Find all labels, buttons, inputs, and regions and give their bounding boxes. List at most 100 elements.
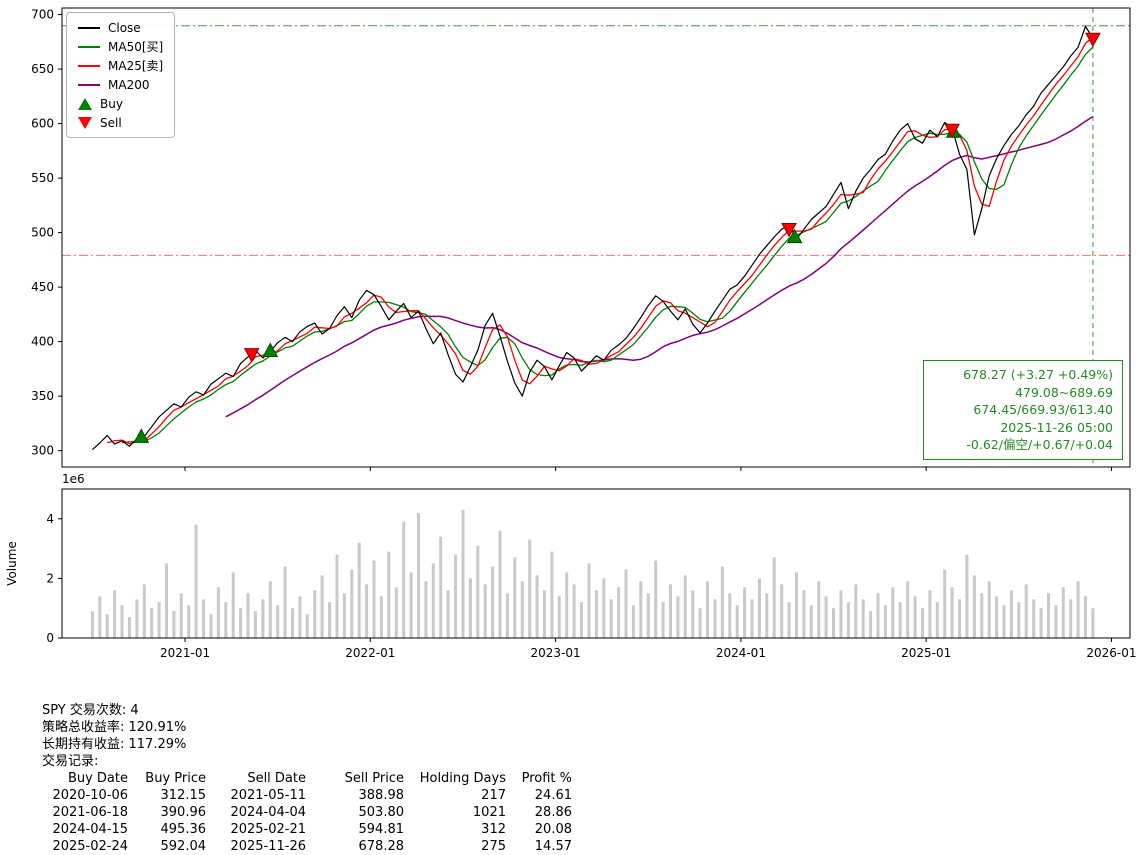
volume-bar <box>639 581 643 638</box>
backtest-report: SPY 交易次数: 4 策略总收益率: 120.91% 长期持有收益: 117.… <box>42 702 572 855</box>
sell-marker <box>944 123 960 139</box>
volume-bar <box>869 611 873 638</box>
volume-bar <box>1002 605 1006 638</box>
volume-bar <box>565 572 569 638</box>
trade-cell: 312 <box>481 822 506 837</box>
trade-count-text: SPY 交易次数: 4 <box>42 703 139 718</box>
volume-tick-label: 2 <box>46 571 54 585</box>
trade-log-label: 交易记录: <box>42 754 99 769</box>
trade-cell: 2021-06-18 <box>52 805 128 820</box>
volume-bar <box>179 593 183 638</box>
volume-bar <box>772 557 776 638</box>
trade-cell: 678.28 <box>358 839 405 854</box>
price-tick-label: 400 <box>31 335 54 349</box>
volume-bar <box>491 566 495 638</box>
trade-cell: 2025-11-26 <box>230 839 306 854</box>
price-tick-label: 650 <box>31 62 54 76</box>
ma200-line <box>225 115 1094 418</box>
price-tick-label: 600 <box>31 117 54 131</box>
volume-bar <box>617 587 621 638</box>
price-tick-label: 350 <box>31 389 54 403</box>
trade-cell: 388.98 <box>358 788 405 803</box>
volume-bar <box>283 566 287 638</box>
volume-bar <box>194 524 198 638</box>
volume-bar <box>505 593 509 638</box>
trades-table: Buy Date Buy Price Sell Date Sell Price Hold… <box>42 770 572 855</box>
legend-item-buy: Buy <box>78 97 163 111</box>
volume-bar <box>1017 602 1021 638</box>
volume-bar <box>809 605 813 638</box>
volume-bar <box>268 581 272 638</box>
volume-bar <box>476 545 480 638</box>
legend-label: MA200 <box>108 77 150 92</box>
trade-cell: 24.61 <box>534 788 572 803</box>
volume-bar <box>787 602 791 638</box>
volume-bar <box>987 581 991 638</box>
triangle-up-icon <box>78 97 92 110</box>
volume-tick-label: 0 <box>46 631 54 645</box>
volume-bar <box>706 581 709 638</box>
volume-bar <box>313 590 317 638</box>
trade-row: 2025-02-24 592.04 2025-11-26 678.28 275 14.57 <box>42 838 572 855</box>
volume-bar <box>1047 593 1050 638</box>
volume-bar <box>483 584 487 638</box>
volume-bar <box>913 596 917 638</box>
volume-bar <box>735 605 739 638</box>
legend-line-swatch <box>78 26 100 29</box>
volume-bar <box>409 572 413 638</box>
volume-bar <box>209 614 213 638</box>
trades-header-cell: Buy Date <box>67 771 128 786</box>
volume-bar <box>454 554 458 638</box>
volume-bar <box>683 575 687 638</box>
volume-bar <box>958 599 961 638</box>
volume-bar <box>550 551 554 638</box>
volume-bar <box>757 578 761 638</box>
volume-bar <box>172 611 176 638</box>
volume-bar <box>113 590 117 638</box>
volume-bar <box>713 599 717 638</box>
volume-bar <box>379 596 383 638</box>
volume-bar <box>320 575 324 638</box>
trade-cell: 2021-05-11 <box>230 788 306 803</box>
volume-bar <box>431 563 435 638</box>
sell-marker <box>781 222 797 238</box>
trade-cell: 495.36 <box>160 822 207 837</box>
legend-label: MA25[卖] <box>108 59 164 73</box>
volume-bar <box>691 590 695 638</box>
volume-bar <box>580 602 583 638</box>
volume-bar <box>1061 587 1065 638</box>
volume-bar <box>187 605 191 638</box>
volume-bar <box>261 599 265 638</box>
volume-bar <box>572 584 576 638</box>
price-plot-border <box>61 7 1131 468</box>
annotation-line: -0.62/偏空/+0.67/+0.04 <box>966 437 1113 453</box>
annotation-line: 479.08~689.69 <box>1015 384 1113 400</box>
trade-cell: 28.86 <box>534 805 572 820</box>
date-tick-label: 2026-01 <box>1086 646 1136 660</box>
volume-bar <box>98 596 102 638</box>
date-tick-label: 2022-01 <box>345 646 395 660</box>
volume-bar <box>609 599 613 638</box>
price-tick-label: 550 <box>31 171 54 185</box>
volume-bar <box>654 560 658 638</box>
volume-bar <box>980 593 984 638</box>
volume-bar <box>631 605 635 638</box>
date-tick-label: 2023-01 <box>531 646 581 660</box>
volume-bar <box>898 602 902 638</box>
price-tick-label: 300 <box>31 444 54 458</box>
volume-bar <box>698 608 702 638</box>
volume-bar <box>520 581 524 638</box>
volume-bar <box>216 587 220 638</box>
legend-label: Sell <box>100 115 122 130</box>
volume-axis-label: Volume <box>5 541 19 586</box>
legend-item-ma50: MA50[买] <box>78 40 163 54</box>
volume-bar <box>972 575 976 638</box>
volume-bar <box>624 569 628 638</box>
volume-bar <box>1084 596 1087 638</box>
volume-bar <box>394 587 398 638</box>
trade-cell: 2025-02-24 <box>52 839 128 854</box>
volume-bar <box>1039 608 1043 638</box>
price-volume-chart: 300 350 400 450 500 550 600 650 700 0 2 4 2021-01 202… <box>5 7 1137 660</box>
volume-bar <box>350 569 354 638</box>
trades-header-row: Buy Date Buy Price Sell Date Sell Price Hold… <box>42 770 572 787</box>
